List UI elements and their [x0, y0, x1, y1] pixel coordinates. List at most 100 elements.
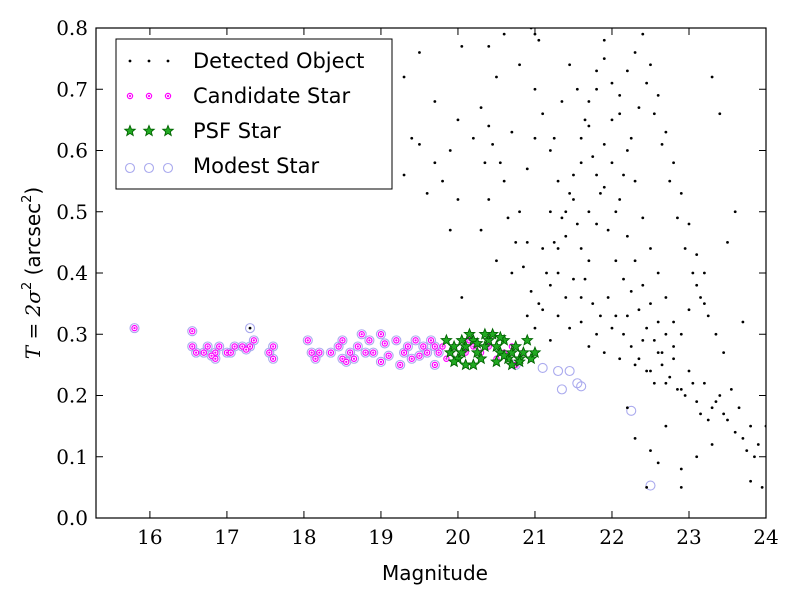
detected-object-point: [564, 210, 568, 214]
detected-object-point: [533, 87, 537, 91]
x-tick-label: 19: [368, 525, 393, 549]
x-axis-label: Magnitude: [382, 561, 488, 585]
detected-object-point: [591, 155, 595, 159]
legend-marker-candidate-star: [164, 92, 172, 100]
detected-object-point: [649, 63, 652, 67]
candidate-star-point: [269, 343, 277, 350]
legend-marker-psf-star: [123, 124, 137, 137]
detected-object-point: [749, 424, 752, 428]
detected-object-point: [625, 314, 629, 318]
modest-star-point: [375, 329, 386, 340]
detected-object-point: [702, 271, 706, 275]
detected-object-point: [637, 308, 641, 312]
detected-object-point: [595, 332, 598, 336]
legend-label-modest-star: Modest Star: [193, 154, 319, 178]
legend-marker-psf-star: [142, 124, 156, 137]
detected-object-point: [448, 149, 452, 152]
detected-object-point: [672, 161, 675, 165]
legend-marker-detected-object: [166, 59, 170, 63]
candidate-star-point: [350, 355, 358, 362]
detected-object-point: [683, 247, 687, 250]
detected-object-point: [518, 210, 521, 214]
modest-star-point: [348, 353, 360, 364]
detected-object-point: [633, 363, 637, 367]
psf-star-point: [482, 333, 496, 346]
candidate-star-point: [327, 349, 335, 356]
modest-star-point: [202, 341, 213, 352]
detected-object-point: [487, 44, 491, 48]
detected-object-point: [595, 173, 598, 177]
candidate-star-point: [231, 343, 238, 350]
detected-object-point: [637, 357, 641, 361]
legend-entry-psf-star: PSF Star: [123, 119, 281, 143]
detected-object-point: [599, 314, 602, 318]
detected-object-point: [537, 302, 541, 306]
y-tick-label: 0.7: [56, 77, 88, 101]
detected-object-point: [641, 338, 645, 342]
detected-object-point: [672, 345, 675, 348]
y-tick-label: 0.5: [56, 200, 88, 224]
candidate-star-point: [189, 327, 196, 335]
detected-object-point: [583, 118, 587, 122]
detected-object-point: [656, 271, 660, 275]
detected-object-point: [729, 387, 733, 391]
psf-star-point: [463, 327, 476, 340]
detected-object-point: [629, 136, 633, 140]
x-tick-label: 18: [291, 525, 316, 549]
detected-object-point: [656, 93, 660, 97]
modest-star-point: [191, 347, 202, 358]
detected-object-point: [622, 277, 625, 281]
detected-object-point: [641, 216, 645, 220]
detected-object-point: [568, 326, 572, 330]
candidate-star-point: [443, 355, 450, 362]
detected-object-point: [756, 443, 760, 446]
detected-object-point: [402, 173, 406, 177]
detected-object-point: [579, 161, 583, 165]
modest-star-point: [268, 353, 279, 364]
y-tick-label: 0.8: [56, 16, 88, 40]
detected-object-point: [614, 314, 618, 318]
detected-object-point: [699, 296, 702, 299]
series-candidate-star: [131, 324, 535, 369]
detected-object-point: [649, 369, 652, 373]
candidate-star-point: [408, 355, 415, 362]
detected-object-point: [641, 283, 645, 287]
legend-marker-modest-star: [124, 162, 136, 174]
detected-object-point: [606, 296, 610, 299]
detected-object-point: [575, 222, 579, 226]
detected-object-point: [660, 363, 664, 367]
candidate-star-point: [343, 358, 350, 366]
candidate-star-point: [266, 349, 273, 356]
detected-object-point: [726, 418, 729, 422]
detected-object-point: [622, 332, 625, 336]
detected-object-point: [633, 259, 637, 263]
detected-object-point: [587, 259, 591, 263]
detected-object-point: [552, 136, 556, 140]
detected-object-point: [602, 142, 606, 146]
detected-object-point: [726, 240, 729, 244]
psf-star-point: [447, 339, 461, 352]
modest-star-point: [375, 356, 386, 367]
detected-object-point: [633, 51, 637, 54]
candidate-star-point: [358, 331, 365, 338]
candidate-star-point: [339, 337, 346, 344]
series-detected-object: [248, 28, 766, 489]
detected-object-point: [660, 351, 664, 355]
detected-object-point: [691, 381, 695, 385]
detected-object-point: [733, 430, 737, 434]
candidate-star-point: [412, 337, 419, 344]
detected-object-point: [479, 106, 483, 110]
detected-object-point: [533, 326, 537, 330]
detected-object-point: [745, 449, 749, 453]
psf-star-point: [470, 345, 484, 359]
detected-object-point: [710, 443, 714, 446]
modest-star-point: [429, 359, 440, 370]
modest-star-point: [537, 362, 548, 373]
x-tick-label: 17: [214, 525, 239, 549]
detected-object-point: [545, 271, 548, 275]
detected-object-point: [718, 112, 722, 116]
candidate-star-point: [200, 349, 208, 356]
detected-object-point: [610, 161, 614, 165]
legend-label-candidate-star: Candidate Star: [193, 84, 350, 108]
detected-object-point: [695, 253, 699, 257]
